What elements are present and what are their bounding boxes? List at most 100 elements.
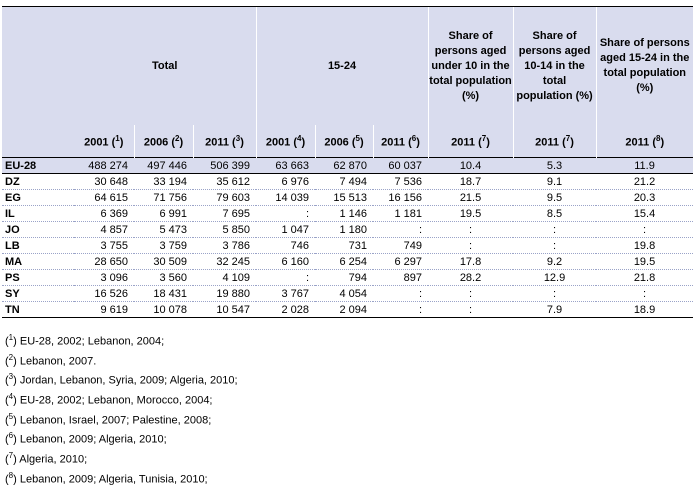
header-year-note: 7 xyxy=(481,133,487,143)
footnote-number: 6 xyxy=(8,431,14,441)
header-year-note: 5 xyxy=(355,133,360,143)
table-cell: : xyxy=(428,285,514,302)
table-cell: 1 146 xyxy=(315,205,373,222)
footnote-number: 1 xyxy=(8,333,14,342)
table-row: MA 28 650 30 509 32 245 6 160 6 254 6 297 17.8 9… xyxy=(2,253,694,270)
table-cell: 3 767 xyxy=(256,285,315,302)
footnote: (7) Algeria, 2010; xyxy=(5,450,88,466)
table-cell: 16 156 xyxy=(373,189,429,206)
table-cell: 12.9 xyxy=(513,269,597,286)
table-cell: 28 650 xyxy=(74,253,134,270)
header-year: 2001 xyxy=(84,136,109,149)
table-cell: 64 615 xyxy=(74,189,134,206)
table-cell: 19 880 xyxy=(193,285,256,302)
table-cell: 19.5 xyxy=(428,205,514,222)
table-cell: 18.7 xyxy=(428,173,514,190)
header-year-cell: 2011 (7) xyxy=(512,125,597,158)
table-cell: 4 109 xyxy=(193,269,256,286)
header-year-note: 1 xyxy=(115,133,120,143)
header-year: 2011 xyxy=(451,136,476,149)
table-cell: 28.2 xyxy=(428,269,514,286)
header-year-corner xyxy=(2,125,74,158)
footnote-text: Lebanon, 2009; Algeria, Tunisia, 2010; xyxy=(19,473,208,486)
table-cell: 60 037 xyxy=(373,157,429,174)
table-cell: : xyxy=(513,221,597,238)
table-cell: 2 028 xyxy=(256,301,315,318)
table-cell: 30 648 xyxy=(74,173,134,190)
table-cell: 3 560 xyxy=(134,269,193,286)
table-cell: : xyxy=(513,237,597,254)
table-cell: 794 xyxy=(315,269,373,286)
table-cell: 32 245 xyxy=(193,253,256,270)
row-country-code: EG xyxy=(2,189,74,206)
header-total: Total xyxy=(74,6,256,125)
table-cell: 7.9 xyxy=(513,301,597,318)
table-cell: 18 431 xyxy=(134,285,193,302)
table-cell: 5.3 xyxy=(513,157,597,174)
table-cell: : xyxy=(373,285,429,302)
footnotes: (1) EU-28, 2002; Lebanon, 2004; (2) Leban… xyxy=(5,330,238,487)
table-cell: 79 603 xyxy=(193,189,256,206)
table-cell: 10 547 xyxy=(193,301,256,318)
header-year-cell: 2006 (2) xyxy=(133,125,193,158)
header-row-years: 2001 (1) 2006 (2) 2011 (3) 2001 (4) 2006 (5)… xyxy=(2,125,694,158)
footnote-number: 4 xyxy=(8,391,14,401)
header-year-note: 8 xyxy=(656,133,661,143)
footnote-number: 5 xyxy=(8,411,14,421)
table-cell: 71 756 xyxy=(134,189,193,206)
footnote-text: Jordan, Lebanon, Syria, 2009; Algeria, 2… xyxy=(19,374,238,387)
footnote-text: Algeria, 2010; xyxy=(19,453,88,466)
table-cell: 5 473 xyxy=(134,221,193,238)
table-row: EU-28 488 274 497 446 506 399 63 663 62 870 60… xyxy=(2,157,694,174)
table-row: TN 9 619 10 078 10 547 2 028 2 094::7.9 18.9 xyxy=(2,301,694,318)
header-year: 2001 xyxy=(265,136,291,149)
table-cell: 30 509 xyxy=(134,253,193,270)
table-cell: 749 xyxy=(373,237,429,254)
table-cell: : xyxy=(513,285,597,302)
header-year-note: 7 xyxy=(565,133,571,143)
header-year-note: 4 xyxy=(297,133,302,143)
footnote-text: Lebanon, 2009; Algeria, 2010; xyxy=(19,433,167,446)
header-share-under10: Share of persons aged under 10 in the to… xyxy=(427,6,514,125)
table-cell: 18.9 xyxy=(596,301,694,318)
table-cell: 9 619 xyxy=(74,301,134,318)
row-country-code: JO xyxy=(2,221,74,238)
table-cell: : xyxy=(256,205,315,222)
table-cell: 15 513 xyxy=(315,189,373,206)
header-year-cell: 2006 (5) xyxy=(314,125,373,158)
table-cell: 9.2 xyxy=(513,253,597,270)
footnote: (3) Jordan, Lebanon, Syria, 2009; Algeri… xyxy=(5,372,238,387)
table-row: IL 6 369 6 991 7 695:1 146 1 181 19.5 8.5 15.4 xyxy=(2,205,694,222)
footnote-number: 7 xyxy=(8,450,14,460)
header-year-note: 2 xyxy=(175,133,180,143)
row-country-code: IL xyxy=(2,205,74,222)
table-cell: 4 857 xyxy=(74,221,134,238)
header-year: 2006 xyxy=(143,136,169,149)
header-year-cell: 2011 (3) xyxy=(192,125,256,158)
header-row-groups: Total 15-24 Share of persons aged under … xyxy=(2,6,694,125)
table-cell: 1 181 xyxy=(373,205,429,222)
table-cell: 488 274 xyxy=(74,157,134,174)
table-cell: 6 369 xyxy=(74,205,134,222)
table-cell: 8.5 xyxy=(513,205,597,222)
document: Total 15-24 Share of persons aged under … xyxy=(2,6,694,485)
table-cell: 14 039 xyxy=(256,189,315,206)
table-cell: 897 xyxy=(373,269,429,286)
header-year: 2011 xyxy=(625,136,650,149)
table-cell: 11.9 xyxy=(596,157,694,174)
table-cell: 4 054 xyxy=(315,285,373,302)
header-year-note: 6 xyxy=(411,133,417,143)
header-15-24: 15-24 xyxy=(255,6,429,125)
header-year-cell: 2011 (8) xyxy=(595,125,694,158)
table-cell: 6 297 xyxy=(373,253,429,270)
table-cell: 2 094 xyxy=(315,301,373,318)
table-cell: 3 759 xyxy=(134,237,193,254)
footnote: (2) Lebanon, 2007. xyxy=(5,352,97,368)
table-cell: 63 663 xyxy=(256,157,315,174)
header-year-cell: 2011 (6) xyxy=(372,125,429,158)
table-cell: : xyxy=(596,285,694,302)
table-cell: 5 850 xyxy=(193,221,256,238)
header-year-note: 3 xyxy=(235,133,241,143)
table-row: JO 4 857 5 473 5 850 1 047 1 180:::: xyxy=(2,221,694,238)
table-cell: 3 786 xyxy=(193,237,256,254)
